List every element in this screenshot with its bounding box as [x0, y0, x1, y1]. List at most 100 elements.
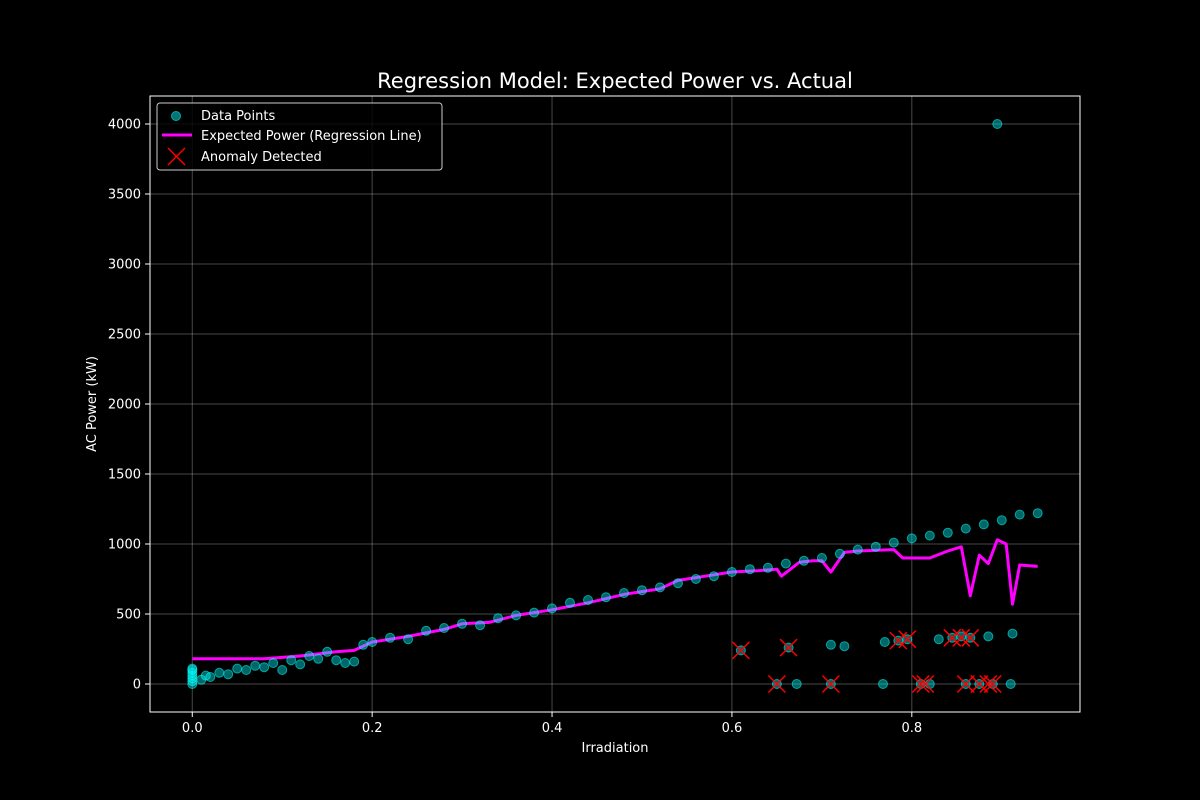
- data-point: [870, 541, 881, 552]
- data-point: [1032, 508, 1043, 519]
- y-tick-label: 1500: [108, 468, 141, 483]
- anomaly-marker: [911, 674, 930, 694]
- data-point: [457, 618, 468, 629]
- legend-anomaly-marker: [167, 147, 186, 166]
- anomaly-marker-stroke: [916, 674, 935, 694]
- chart-title: Regression Model: Expected Power vs. Act…: [377, 69, 853, 93]
- data-point: [798, 555, 809, 566]
- data-point: [529, 607, 540, 618]
- x-tick-label: 0.6: [722, 721, 743, 736]
- anomaly-marker-stroke: [961, 628, 980, 647]
- data-point: [187, 679, 198, 689]
- data-point: [825, 639, 836, 650]
- data-point: [493, 613, 504, 624]
- data-point: [960, 523, 971, 534]
- data-point: [601, 592, 611, 603]
- anomaly-marker: [779, 638, 798, 657]
- grid-lines: [150, 96, 1080, 712]
- data-point: [839, 641, 850, 652]
- anomaly-marker-stroke: [952, 628, 971, 647]
- y-tick-label: 2000: [108, 398, 141, 413]
- data-point: [933, 634, 944, 645]
- data-point: [1014, 509, 1025, 520]
- data-point: [878, 679, 888, 689]
- y-axis-ticks: 0 500 1000 1500 2000 2500 3000 3500 4000: [108, 118, 150, 693]
- y-tick-label: 3000: [108, 258, 141, 273]
- data-point: [690, 574, 701, 584]
- anomaly-marker: [970, 674, 989, 694]
- anomaly-marker-stroke: [779, 638, 798, 657]
- data-point: [708, 571, 719, 582]
- data-point: [547, 603, 557, 614]
- y-tick-label: 4000: [108, 118, 141, 133]
- anomaly-marker: [731, 641, 750, 660]
- data-point: [583, 595, 593, 605]
- data-point: [996, 515, 1007, 526]
- data-point: [791, 679, 802, 689]
- data-point: [619, 588, 629, 598]
- data-point: [637, 585, 647, 596]
- data-point: [340, 658, 351, 668]
- data-point: [439, 623, 450, 633]
- data-point: [304, 651, 315, 661]
- anomaly-marker-stroke: [943, 628, 962, 647]
- data-point: [879, 637, 890, 647]
- x-tick-label: 0.8: [901, 721, 922, 736]
- data-point: [1007, 628, 1018, 639]
- data-point: [983, 631, 994, 642]
- data-point: [992, 119, 1003, 129]
- anomaly-marker: [943, 628, 962, 647]
- x-tick-label: 0.4: [542, 721, 563, 736]
- data-point: [268, 658, 279, 668]
- y-tick-label: 1000: [108, 538, 141, 553]
- data-point: [956, 631, 967, 642]
- data-point: [358, 639, 369, 650]
- regression-line-layer: [192, 538, 1038, 661]
- legend: Data Points Expected Power (Regression L…: [156, 102, 443, 171]
- data-point: [367, 637, 378, 647]
- anomaly-marker-stroke: [956, 674, 975, 694]
- x-axis-ticks: 0.0 0.2 0.4 0.6 0.8: [182, 712, 922, 736]
- data-point: [673, 578, 683, 589]
- data-point: [295, 659, 306, 670]
- data-point: [511, 610, 522, 621]
- anomaly-marker-stroke: [970, 674, 989, 694]
- data-point: [331, 655, 342, 666]
- legend-data-points-marker: [171, 111, 181, 121]
- anomaly-marker-stroke: [983, 674, 1002, 694]
- data-point: [726, 567, 737, 577]
- data-point: [214, 667, 225, 678]
- data-point: [762, 562, 773, 573]
- data-point: [834, 548, 845, 559]
- data-point: [924, 530, 935, 541]
- data-point: [942, 527, 953, 538]
- data-point: [313, 653, 324, 664]
- data-point: [888, 537, 899, 548]
- data-point: [655, 582, 665, 593]
- data-point: [241, 665, 252, 675]
- data-point: [1005, 679, 1016, 689]
- data-point: [852, 544, 863, 555]
- anomaly-marker: [952, 628, 971, 647]
- regression-line: [192, 538, 1038, 661]
- x-tick-label: 0.2: [362, 721, 383, 736]
- legend-anomaly-label: Anomaly Detected: [201, 150, 322, 165]
- data-point: [421, 625, 432, 636]
- y-tick-label: 3500: [108, 188, 141, 203]
- anomaly-marker: [983, 674, 1002, 694]
- data-point: [744, 564, 755, 575]
- anomaly-marker-stroke: [979, 674, 998, 694]
- data-point: [205, 672, 216, 682]
- anomaly-marker-stroke: [731, 641, 750, 660]
- data-point: [403, 634, 414, 645]
- y-tick-label: 2500: [108, 328, 141, 343]
- data-point: [187, 663, 198, 674]
- x-tick-label: 0.0: [182, 721, 203, 736]
- anomaly-marker-stroke: [767, 674, 786, 694]
- data-point: [924, 679, 935, 689]
- data-point: [250, 660, 261, 671]
- data-point: [385, 632, 396, 643]
- x-axis-label: Irradiation: [582, 741, 649, 756]
- anomaly-marker: [916, 674, 935, 694]
